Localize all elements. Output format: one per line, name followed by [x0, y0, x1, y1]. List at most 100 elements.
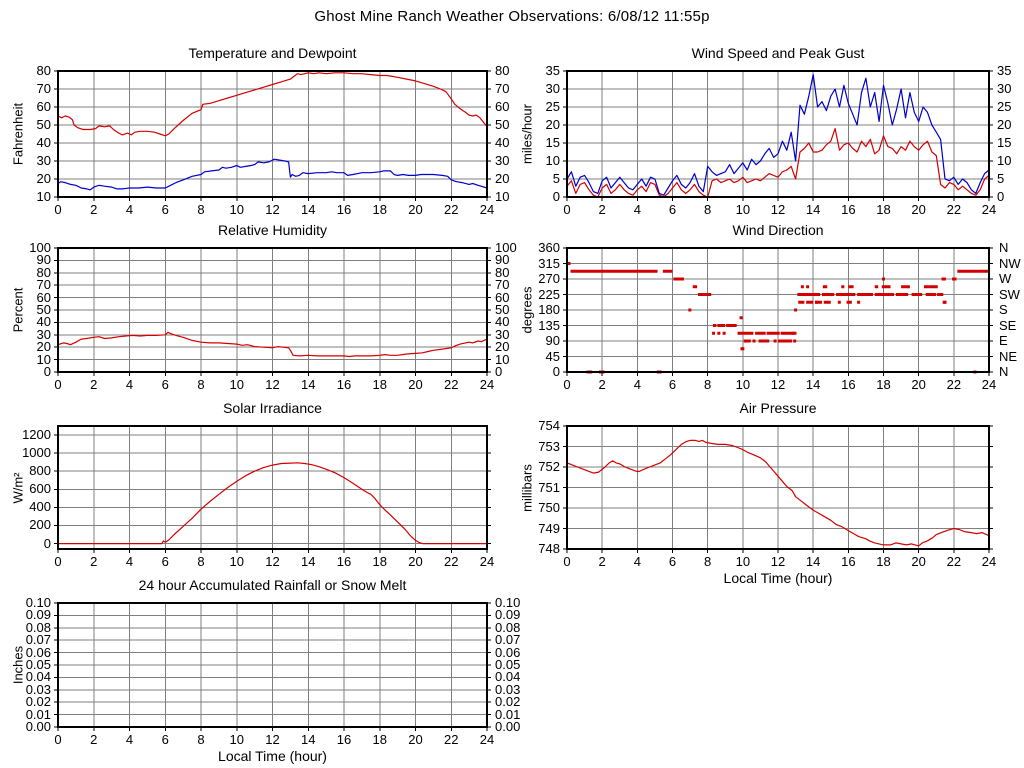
y-tick-label: 10 — [36, 351, 51, 367]
y-tick-label: 225 — [538, 286, 560, 302]
y-tick-label-right: 100 — [495, 240, 517, 255]
x-tick-label: 10 — [229, 377, 244, 392]
y-tick-label-right: 5 — [997, 171, 1005, 186]
y-tick-label-right: 0.06 — [495, 644, 521, 660]
y-axis-label: Fahrenheit — [10, 102, 26, 166]
x-tick-label: 22 — [444, 202, 459, 217]
x-tick-label: 8 — [197, 202, 205, 217]
y-tick-label: 0.07 — [25, 632, 51, 648]
x-tick-label: 10 — [229, 202, 244, 217]
y-axis-label: miles/hour — [519, 104, 535, 164]
x-tick-label: 18 — [372, 554, 387, 569]
y-tick-label-right: 0.03 — [495, 681, 521, 697]
y-tick-label: 90 — [36, 252, 51, 268]
y-tick-label: 100 — [29, 240, 51, 255]
series-wind_speed — [566, 127, 990, 198]
x-tick-label: 10 — [735, 202, 751, 217]
y-tick-label: 180 — [538, 302, 560, 317]
y-tick-label-right: 10 — [495, 189, 510, 204]
x-tick-label: 4 — [125, 554, 134, 569]
y-tick-label: 0.10 — [25, 595, 51, 610]
x-tick-label: 10 — [229, 732, 244, 747]
x-tick-label: 18 — [876, 202, 891, 217]
y-tick-label-right: 10 — [997, 153, 1012, 168]
y-tick-label: 752 — [538, 459, 560, 474]
x-tick-label: 14 — [301, 732, 316, 747]
y-tick-label-right: 0.08 — [495, 619, 521, 635]
x-tick-label: 8 — [704, 377, 712, 392]
x-tick-label: 18 — [876, 554, 891, 569]
x-tick-label: 12 — [265, 554, 280, 569]
series-relative_humidity — [57, 331, 488, 358]
y-tick-label: 10 — [545, 153, 560, 168]
y-tick-label: 50 — [36, 117, 51, 132]
x-tick-label: 8 — [197, 554, 205, 569]
x-tick-label: 22 — [444, 732, 459, 747]
chart-title: Wind Direction — [732, 222, 824, 238]
y-tick-label-right: 0.10 — [495, 595, 521, 610]
x-tick-label: 16 — [336, 202, 352, 217]
compass-label: SE — [999, 317, 1017, 333]
y-tick-label-right: 60 — [495, 289, 510, 305]
y-tick-label: 20 — [36, 171, 51, 186]
x-tick-label: 22 — [946, 202, 962, 217]
x-tick-label: 10 — [735, 377, 751, 392]
x-tick-label: 10 — [229, 554, 244, 569]
y-tick-label: 749 — [538, 520, 560, 536]
x-tick-label: 24 — [981, 554, 997, 569]
x-tick-label: 8 — [197, 377, 205, 392]
y-tick-label: 315 — [538, 255, 560, 271]
x-tick-label: 18 — [876, 377, 891, 392]
y-tick-label: 30 — [36, 153, 51, 168]
y-tick-label-right: 30 — [495, 326, 510, 342]
plot-area — [54, 247, 491, 376]
chart-title: Air Pressure — [739, 400, 817, 416]
x-tick-label: 2 — [90, 202, 98, 217]
y-axis-label: Inches — [10, 645, 26, 685]
y-tick-label: 750 — [538, 500, 560, 515]
x-tick-label: 2 — [90, 554, 98, 569]
series-dewpoint — [57, 158, 488, 191]
x-tick-label: 24 — [479, 202, 495, 217]
y-tick-label: 25 — [545, 99, 560, 114]
y-axis-label: Percent — [10, 287, 26, 333]
plot-area — [563, 247, 993, 376]
x-tick-label: 4 — [125, 202, 134, 217]
x-tick-label: 12 — [770, 554, 786, 569]
y-tick-label: 753 — [538, 438, 560, 454]
x-tick-label: 4 — [125, 377, 134, 392]
x-tick-label: 18 — [372, 732, 387, 747]
y-tick-label-right: 0.05 — [495, 657, 521, 672]
x-tick-label: 6 — [161, 377, 169, 392]
x-tick-label: 16 — [841, 377, 856, 392]
x-tick-label: 4 — [125, 732, 134, 747]
x-tick-label: 2 — [598, 554, 606, 569]
x-tick-label: 2 — [90, 732, 98, 747]
x-tick-label: 20 — [408, 377, 423, 392]
y-tick-label: 748 — [538, 541, 560, 556]
y-tick-label-right: 20 — [495, 339, 510, 355]
y-axis-label: degrees — [519, 286, 535, 334]
x-tick-label: 20 — [408, 202, 423, 217]
y-tick-label: 1000 — [22, 445, 51, 461]
x-tick-label: 16 — [336, 554, 352, 569]
series-temperature — [57, 72, 488, 137]
y-tick-label: 45 — [545, 348, 560, 364]
y-tick-label: 40 — [36, 314, 51, 330]
compass-label: N — [999, 364, 1009, 379]
y-tick-label: 751 — [538, 479, 560, 495]
y-tick-label: 135 — [538, 317, 560, 333]
y-tick-label: 0.04 — [25, 669, 51, 685]
y-tick-label: 50 — [36, 302, 51, 317]
y-tick-label-right: 90 — [495, 252, 510, 268]
x-tick-label: 4 — [633, 554, 641, 569]
x-tick-label: 24 — [981, 202, 997, 217]
y-tick-label: 0 — [43, 535, 51, 551]
x-tick-label: 14 — [301, 554, 316, 569]
y-tick-label-right: 0 — [997, 189, 1005, 204]
y-tick-label-right: 15 — [997, 135, 1012, 150]
y-tick-label: 80 — [36, 63, 51, 78]
